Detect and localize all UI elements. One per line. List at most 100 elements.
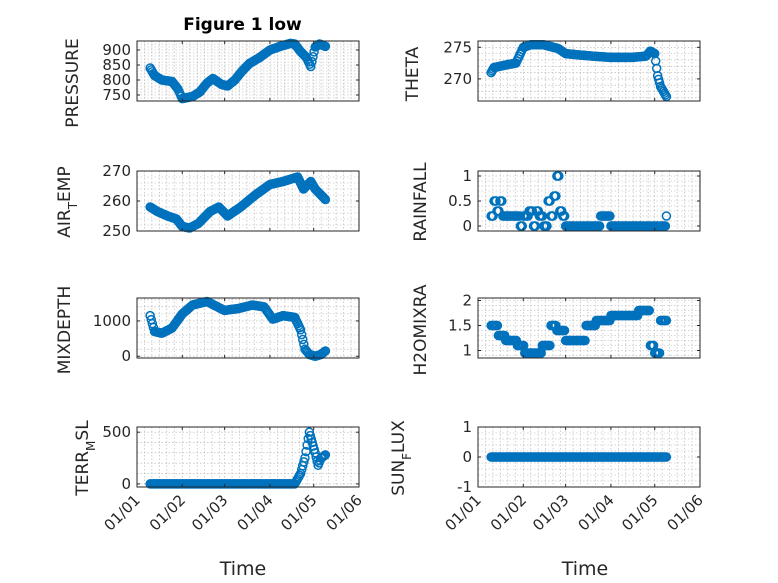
x-tick-label: 01/04 <box>233 491 276 534</box>
data-point <box>661 452 672 462</box>
subplot-theta-ylabel: THETA <box>403 46 423 102</box>
y-tick-label: 1000 <box>93 312 131 330</box>
subplot-h2omixra: H2OMIXRA 1 1.5 2 <box>411 284 701 376</box>
subplot-air-temp-ylabel: AIRTEMP <box>55 166 80 237</box>
data-point <box>492 320 503 331</box>
data-point <box>317 191 328 202</box>
h2omixra-markers <box>486 305 672 358</box>
subplot-h2omixra-ylabel: H2OMIXRA <box>411 284 431 375</box>
x-tick-label: 01/05 <box>277 491 320 534</box>
subplot-mixdepth: MIXDEPTH 0 1000 <box>55 286 360 375</box>
data-point <box>542 221 552 231</box>
subplot-rainfall-ylabel: RAINFALL <box>411 162 431 242</box>
data-point <box>559 211 570 221</box>
mixdepth-markers <box>145 296 331 361</box>
data-point <box>497 196 507 206</box>
h2omixra-axes-frame <box>477 297 701 359</box>
y-tick-label: 2 <box>462 292 472 310</box>
data-point <box>318 192 329 203</box>
y-tick-label: 1.5 <box>448 317 472 335</box>
data-point <box>559 325 570 336</box>
y-tick-label: 800 <box>102 71 131 89</box>
x-tick-label: 01/02 <box>487 491 530 534</box>
mixdepth-axes-frame <box>136 297 360 359</box>
data-point <box>517 221 528 231</box>
data-point <box>299 339 309 350</box>
terr-msl-axes-frame <box>136 426 360 488</box>
y-tick-label: 0 <box>462 217 472 235</box>
y-tick-label: 750 <box>102 86 131 104</box>
data-point <box>491 196 501 206</box>
x-tick-label: 01/05 <box>618 491 661 534</box>
y-tick-label: 270 <box>102 162 131 180</box>
x-tick-label: 01/03 <box>188 491 231 534</box>
data-point <box>320 194 331 205</box>
data-point <box>580 335 590 346</box>
data-point <box>318 347 328 358</box>
subplot-terr-msl-ylabel: TERRMSL <box>73 420 98 497</box>
data-point <box>554 171 564 181</box>
pressure-markers <box>145 38 331 104</box>
pressure-axes-frame <box>136 40 360 102</box>
y-tick-label: -1 <box>457 478 472 496</box>
subplot-sun-flux-xlabel: Time <box>561 558 609 580</box>
y-tick-label: 1 <box>462 342 472 360</box>
data-point <box>605 211 615 221</box>
data-point <box>319 193 330 204</box>
y-tick-label: 850 <box>102 56 131 74</box>
data-point <box>306 61 316 72</box>
y-tick-label: 1 <box>462 418 472 436</box>
y-tick-label: 0.5 <box>448 192 472 210</box>
data-point <box>556 206 567 216</box>
theta-axes-frame <box>477 40 701 102</box>
data-point <box>551 191 561 201</box>
y-tick-label: 0 <box>121 347 131 365</box>
x-tick-label: 01/04 <box>574 491 617 534</box>
data-point <box>300 453 310 463</box>
data-point <box>296 329 307 340</box>
subplot-mixdepth-ylabel: MIXDEPTH <box>55 286 75 375</box>
subplot-sun-flux-ylabel: SUNFLUX <box>389 420 414 496</box>
y-tick-label: 0 <box>462 448 472 466</box>
data-point <box>545 340 555 351</box>
terr-msl-markers <box>145 427 331 489</box>
data-point <box>320 346 331 356</box>
data-point <box>171 81 181 92</box>
rainfall-markers <box>486 171 672 231</box>
data-point <box>594 221 605 231</box>
air-temp-markers <box>145 172 331 233</box>
y-tick-label: 270 <box>443 70 472 88</box>
y-tick-label: 260 <box>102 192 131 210</box>
data-point <box>299 457 309 467</box>
x-tick-label: 01/02 <box>146 491 189 534</box>
subplot-pressure-title: Figure 1 low <box>183 15 302 35</box>
data-point <box>308 52 318 62</box>
y-tick-label: 500 <box>102 423 131 441</box>
y-tick-label: 900 <box>102 41 131 59</box>
subplot-theta: THETA 270 275 <box>403 38 701 102</box>
data-point <box>298 334 308 345</box>
data-point <box>661 315 672 326</box>
data-point <box>320 41 331 52</box>
data-point <box>654 348 665 358</box>
theta-markers <box>486 40 672 102</box>
subplot-rainfall: RAINFALL 0 0.5 1 <box>411 162 701 242</box>
y-tick-label: 0 <box>121 475 131 493</box>
data-point <box>660 221 671 231</box>
y-tick-label: 1 <box>462 167 472 185</box>
data-point <box>527 206 538 216</box>
y-tick-label: 275 <box>443 38 472 56</box>
x-tick-label: 01/06 <box>664 491 707 534</box>
x-tick-label: 01/03 <box>529 491 572 534</box>
sun-flux-markers <box>486 452 672 462</box>
subplot-air-temp: AIRTEMP 250 260 270 <box>55 162 360 240</box>
data-point <box>319 347 330 357</box>
x-tick-label: 01/01 <box>442 491 485 534</box>
data-point <box>548 211 558 221</box>
subplot-terr-msl-xlabel: Time <box>219 558 267 580</box>
subplot-pressure-ylabel: PRESSURE <box>63 38 83 127</box>
